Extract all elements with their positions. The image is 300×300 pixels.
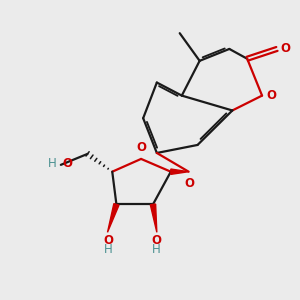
Text: O: O <box>136 141 146 154</box>
Polygon shape <box>171 169 189 174</box>
Text: H: H <box>104 243 113 256</box>
Text: H: H <box>152 243 160 256</box>
Text: O: O <box>281 42 291 55</box>
Polygon shape <box>150 204 157 232</box>
Text: O: O <box>103 234 113 247</box>
Text: H: H <box>48 158 56 170</box>
Text: O: O <box>62 158 72 170</box>
Text: O: O <box>184 177 194 190</box>
Text: O: O <box>151 234 161 247</box>
Polygon shape <box>107 204 119 232</box>
Text: O: O <box>266 89 276 102</box>
